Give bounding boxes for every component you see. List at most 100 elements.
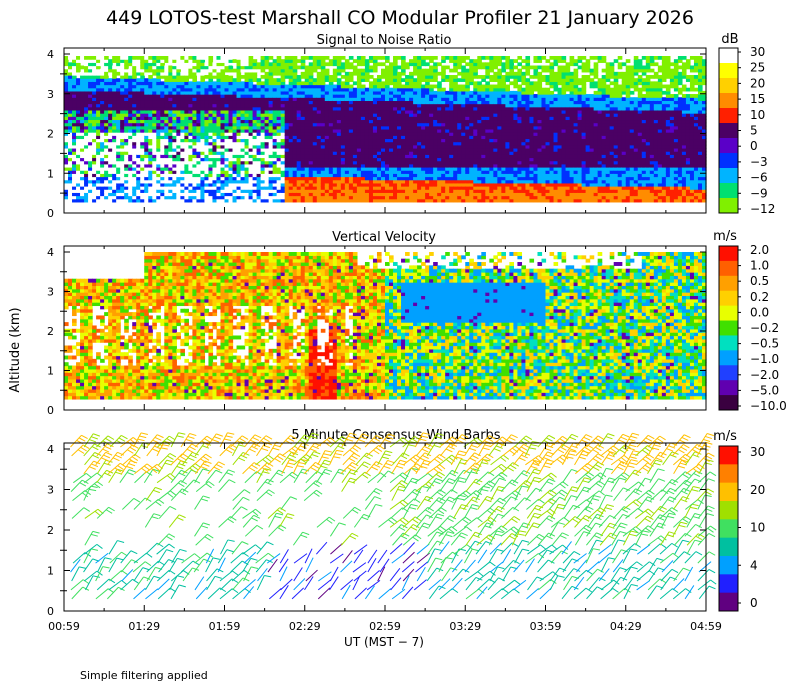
snr-cell xyxy=(76,59,81,63)
snr-cell xyxy=(433,71,438,76)
snr-cell xyxy=(96,109,101,114)
snr-cell xyxy=(152,106,157,111)
snr-cell xyxy=(168,147,173,152)
snr-cell xyxy=(204,132,210,136)
snr-cell xyxy=(92,186,97,190)
snr-cell xyxy=(461,141,466,146)
snr-cell xyxy=(124,109,129,114)
snr-cell xyxy=(68,144,73,149)
snr-cell xyxy=(188,147,193,152)
snr-cell xyxy=(489,97,494,101)
snr-cell xyxy=(136,135,141,140)
snr-cell xyxy=(104,97,109,101)
snr-cell xyxy=(196,157,202,162)
snr-cell xyxy=(168,176,173,181)
snr-cell xyxy=(216,192,222,197)
snr-cell xyxy=(112,81,117,86)
snr-cell xyxy=(112,195,117,200)
snr-cell xyxy=(212,125,218,130)
snr-cell xyxy=(172,68,177,73)
snr-cell xyxy=(68,176,73,181)
snr-cell xyxy=(184,138,189,143)
snr-cell xyxy=(200,176,206,181)
snr-cell xyxy=(509,94,514,98)
snr-cell xyxy=(208,144,214,149)
snr-cell xyxy=(429,97,434,101)
snr-cell xyxy=(64,125,69,130)
snr-cell xyxy=(64,94,69,98)
snr-cell xyxy=(104,151,109,155)
snr-cell xyxy=(348,186,354,190)
snr-cell xyxy=(112,87,117,92)
snr-cell xyxy=(368,97,374,101)
snr-cell xyxy=(417,103,422,108)
snr-cell xyxy=(513,192,519,197)
snr-cell xyxy=(296,141,302,146)
snr-cell xyxy=(457,59,462,63)
snr-cell xyxy=(156,195,161,200)
snr-cell xyxy=(228,173,234,178)
snr-cell xyxy=(152,109,157,114)
snr-cell xyxy=(116,94,121,98)
snr-cell xyxy=(192,56,198,60)
snr-cell xyxy=(489,125,494,130)
snr-cell xyxy=(140,71,145,76)
snr-cell xyxy=(284,163,290,168)
snr-cell xyxy=(389,166,394,171)
snr-cell xyxy=(348,100,354,105)
snr-cell xyxy=(441,144,446,149)
snr-cell xyxy=(433,135,438,140)
snr-cell xyxy=(244,173,250,178)
snr-cell xyxy=(461,78,466,82)
snr-cell xyxy=(128,170,133,174)
snr-cell xyxy=(96,198,101,203)
snr-cell xyxy=(68,173,73,178)
snr-cell xyxy=(489,119,494,124)
snr-cell xyxy=(272,100,278,105)
snr-cell xyxy=(421,128,426,133)
snr-cell xyxy=(228,144,234,149)
snr-cell xyxy=(88,81,93,86)
snr-cell xyxy=(505,125,510,130)
snr-cell xyxy=(465,78,470,82)
snr-cell xyxy=(104,81,109,86)
snr-cell xyxy=(268,125,274,130)
snr-cell xyxy=(260,198,266,203)
snr-cell xyxy=(276,186,282,190)
snr-cell xyxy=(104,122,109,127)
snr-cell xyxy=(168,75,173,79)
snr-cell xyxy=(76,119,81,124)
snr-cell xyxy=(272,68,278,73)
snr-cell xyxy=(405,154,410,159)
snr-cell xyxy=(236,59,242,63)
snr-cell xyxy=(204,160,210,165)
snr-cell xyxy=(164,94,169,98)
snr-cell xyxy=(192,106,198,111)
snr-cell xyxy=(332,154,338,159)
snr-cell xyxy=(449,116,454,121)
snr-cell xyxy=(433,90,438,95)
snr-cell xyxy=(489,170,494,174)
snr-cell xyxy=(316,128,322,133)
snr-cell xyxy=(316,173,322,178)
snr-cell xyxy=(389,189,394,193)
snr-cell xyxy=(453,106,458,111)
snr-cell xyxy=(300,144,306,149)
snr-cell xyxy=(417,65,422,70)
snr-cell xyxy=(88,154,93,159)
snr-cell xyxy=(216,103,222,108)
snr-cell xyxy=(505,160,510,165)
snr-cell xyxy=(112,173,117,178)
snr-cell xyxy=(352,81,358,86)
snr-cell xyxy=(405,198,410,203)
snr-cell xyxy=(120,84,125,89)
snr-cell xyxy=(208,160,214,165)
snr-cell xyxy=(76,106,81,111)
snr-cell xyxy=(224,109,230,114)
snr-cell xyxy=(320,68,326,73)
snr-cell xyxy=(312,147,318,152)
snr-cell xyxy=(144,141,149,146)
snr-cell xyxy=(180,59,185,63)
snr-cell xyxy=(268,176,274,181)
snr-cell xyxy=(445,94,450,98)
